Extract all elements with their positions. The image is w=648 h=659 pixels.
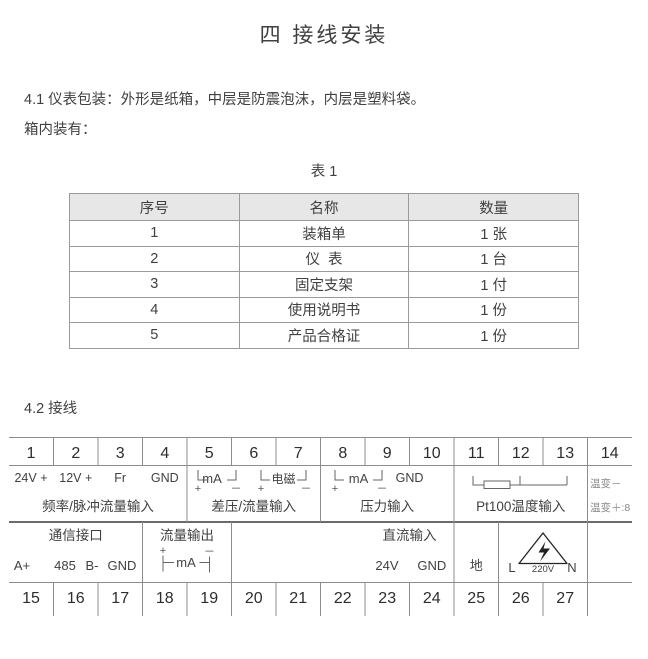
svg-text:mA: mA — [202, 471, 222, 486]
svg-text:GND: GND — [108, 558, 137, 573]
svg-text:20: 20 — [245, 590, 263, 607]
svg-text:Pt100温度输入: Pt100温度输入 — [476, 499, 566, 514]
svg-text:21: 21 — [289, 590, 307, 607]
svg-text:流量输出: 流量输出 — [160, 528, 214, 543]
svg-text:6: 6 — [249, 445, 258, 462]
svg-text:24: 24 — [423, 590, 441, 607]
svg-text:24V: 24V — [375, 558, 398, 573]
svg-text:压力输入: 压力输入 — [360, 499, 414, 514]
svg-text:11: 11 — [468, 445, 485, 462]
svg-text:25: 25 — [467, 590, 485, 607]
svg-text:26: 26 — [512, 590, 530, 607]
svg-text:13: 13 — [556, 445, 574, 462]
svg-text:15: 15 — [22, 590, 40, 607]
svg-text:N: N — [567, 560, 576, 575]
svg-text:22: 22 — [334, 590, 352, 607]
svg-text:Fr: Fr — [114, 471, 126, 485]
svg-text:GND: GND — [151, 471, 179, 485]
svg-text:mA: mA — [176, 555, 196, 570]
svg-text:B-: B- — [86, 558, 99, 573]
svg-text:9: 9 — [383, 445, 392, 462]
svg-text:1: 1 — [27, 445, 36, 462]
svg-text:12V +: 12V + — [59, 471, 92, 485]
svg-text:温变＋:8: 温变＋:8 — [590, 501, 630, 514]
svg-text:温变－: 温变－ — [590, 477, 622, 490]
svg-text:8: 8 — [338, 445, 347, 462]
svg-text:－: － — [204, 546, 215, 558]
svg-text:通信接口: 通信接口 — [49, 527, 103, 543]
svg-text:地: 地 — [470, 558, 483, 573]
svg-text:7: 7 — [294, 445, 303, 462]
svg-text:2: 2 — [71, 445, 80, 462]
svg-text:+: + — [160, 545, 166, 557]
svg-text:－: － — [231, 483, 242, 495]
svg-text:10: 10 — [423, 445, 441, 462]
svg-text:16: 16 — [67, 590, 85, 607]
svg-text:直流输入: 直流输入 — [383, 528, 437, 543]
svg-text:－: － — [377, 483, 388, 495]
svg-text:4: 4 — [160, 445, 169, 462]
svg-text:GND: GND — [417, 558, 446, 573]
svg-text:19: 19 — [200, 590, 218, 607]
svg-text:+: + — [195, 483, 201, 495]
svg-text:24V +: 24V + — [14, 471, 47, 485]
svg-text:23: 23 — [378, 590, 396, 607]
svg-text:+: + — [258, 483, 264, 495]
svg-text:mA: mA — [349, 471, 369, 486]
svg-text:220V: 220V — [532, 564, 555, 575]
svg-text:3: 3 — [116, 445, 125, 462]
svg-text:－: － — [301, 483, 312, 495]
svg-text:485: 485 — [54, 558, 76, 573]
svg-text:+: + — [332, 483, 338, 495]
svg-text:18: 18 — [156, 590, 174, 607]
svg-text:27: 27 — [556, 590, 574, 607]
svg-text:频率/脉冲流量输入: 频率/脉冲流量输入 — [42, 498, 154, 514]
svg-text:17: 17 — [111, 590, 129, 607]
svg-text:12: 12 — [512, 445, 530, 462]
svg-text:A+: A+ — [14, 558, 30, 573]
svg-text:14: 14 — [601, 445, 619, 462]
svg-text:电磁: 电磁 — [271, 471, 295, 486]
svg-text:GND: GND — [396, 471, 424, 485]
svg-text:5: 5 — [205, 445, 214, 462]
svg-text:差压/流量输入: 差压/流量输入 — [211, 499, 296, 514]
svg-text:L: L — [508, 560, 515, 575]
